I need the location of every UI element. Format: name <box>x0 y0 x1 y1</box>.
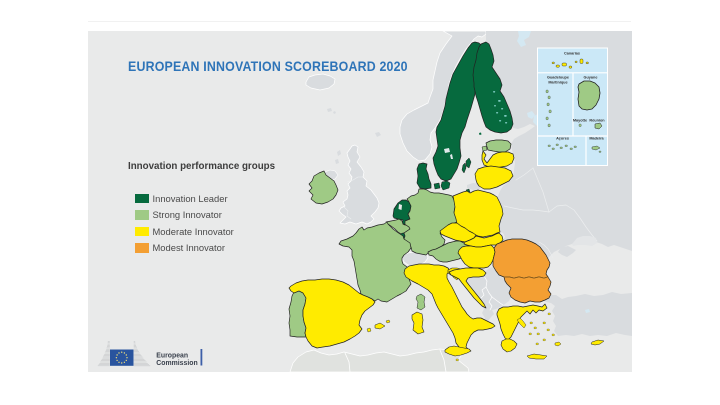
svg-text:Réunion: Réunion <box>589 119 605 123</box>
svg-text:Mayotte: Mayotte <box>573 119 587 123</box>
svg-text:European: European <box>156 353 188 360</box>
svg-text:Madeira: Madeira <box>589 137 604 141</box>
svg-text:Guyane: Guyane <box>584 76 598 80</box>
svg-text:Guadeloupe: Guadeloupe <box>547 76 569 80</box>
svg-text:Canarias: Canarias <box>564 52 580 56</box>
svg-text:Commission: Commission <box>156 360 197 367</box>
svg-text:Açores: Açores <box>556 137 569 141</box>
svg-text:Martinique: Martinique <box>548 81 567 85</box>
